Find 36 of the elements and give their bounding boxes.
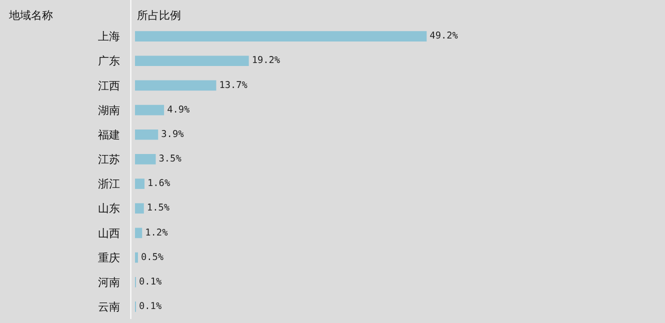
y-tick-label: 重庆 xyxy=(98,251,120,264)
bar xyxy=(135,104,164,116)
data-label: 3.5% xyxy=(158,154,182,165)
data-label: 1.2% xyxy=(145,227,168,238)
y-tick-label: 湖南 xyxy=(98,104,120,117)
y-tick-label: 广东 xyxy=(98,54,120,68)
y-tick-label: 云南 xyxy=(98,300,120,314)
bar xyxy=(135,154,156,164)
y-tick-label: 山东 xyxy=(98,202,120,216)
y-tick-label: 浙江 xyxy=(98,178,120,191)
data-label: 1.6% xyxy=(148,178,170,190)
bar xyxy=(135,31,427,42)
bar xyxy=(135,56,249,66)
x-axis-title: 所占比例 xyxy=(137,9,181,22)
data-label: 0.5% xyxy=(140,252,164,263)
y-tick-label: 福建 xyxy=(98,128,120,142)
bar xyxy=(135,203,144,214)
bar xyxy=(135,129,158,140)
data-label: 3.9% xyxy=(161,128,184,140)
y-tick-label: 江西 xyxy=(98,79,120,92)
data-label: 4.9% xyxy=(167,104,190,116)
data-label: 13.7% xyxy=(219,80,248,91)
data-label: 49.2% xyxy=(430,30,458,42)
y-tick-label: 上海 xyxy=(98,30,120,44)
bar xyxy=(135,178,144,189)
bar xyxy=(135,80,216,91)
data-label: 0.1% xyxy=(139,276,162,288)
data-label: 19.2% xyxy=(252,55,280,66)
bar xyxy=(135,252,138,263)
text: 地域名称 xyxy=(8,9,53,22)
y-tick-label: 山西 xyxy=(98,226,120,240)
y-tick-label: 江苏 xyxy=(98,153,120,166)
data-label: 1.5% xyxy=(146,202,170,214)
y-tick-label: 河南 xyxy=(98,276,120,289)
bar xyxy=(135,228,142,238)
data-label: 0.1% xyxy=(139,301,162,312)
